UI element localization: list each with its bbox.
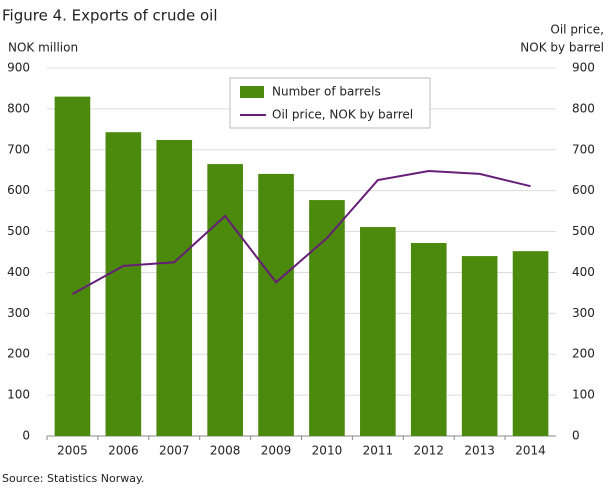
legend-label: Oil price, NOK by barrel	[272, 108, 413, 122]
y-axis-label: NOK million	[8, 41, 78, 55]
y-tick-label: 400	[7, 265, 30, 279]
y2-tick-label: 900	[572, 61, 595, 75]
y2-tick-label: 400	[572, 265, 595, 279]
legend-swatch	[240, 86, 264, 98]
bar	[54, 96, 91, 436]
chart-title: Figure 4. Exports of crude oil	[2, 7, 218, 25]
y-tick-label: 100	[7, 388, 30, 402]
y2-tick-label: 100	[572, 388, 595, 402]
bar	[461, 256, 498, 436]
y-tick-label: 700	[7, 142, 30, 156]
y2-tick-label: 200	[572, 347, 595, 361]
y2-tick-label: 500	[572, 224, 595, 238]
y2-tick-label: 0	[572, 429, 580, 443]
bar	[258, 173, 294, 436]
y2-tick-label: 300	[572, 306, 595, 320]
x-tick-label: 2011	[363, 444, 394, 458]
y2-axis-label: NOK by barrel	[520, 41, 604, 55]
x-tick-label: 2014	[515, 444, 546, 458]
y-tick-label: 500	[7, 224, 30, 238]
bar	[360, 227, 396, 436]
x-tick-label: 2013	[464, 444, 495, 458]
bar	[309, 200, 345, 436]
bar	[105, 132, 142, 436]
y2-axis-label: Oil price,	[550, 23, 604, 37]
y-tick-label: 800	[7, 101, 30, 115]
y-tick-label: 0	[22, 429, 30, 443]
x-tick-label: 2012	[413, 444, 444, 458]
y-tick-label: 600	[7, 183, 30, 197]
line	[71, 170, 531, 295]
x-tick-label: 2009	[261, 444, 292, 458]
x-tick-label: 2008	[210, 444, 241, 458]
bar	[512, 251, 549, 436]
bar	[156, 139, 193, 436]
x-tick-label: 2007	[159, 444, 190, 458]
x-tick-label: 2006	[108, 444, 139, 458]
source: Source: Statistics Norway.	[2, 472, 144, 485]
x-tick-label: 2005	[57, 444, 88, 458]
bar	[207, 164, 243, 437]
y2-tick-label: 600	[572, 183, 595, 197]
legend-label: Number of barrels	[272, 85, 381, 99]
y2-tick-label: 700	[572, 142, 595, 156]
x-tick-label: 2010	[312, 444, 343, 458]
bar	[410, 243, 447, 436]
y-tick-label: 300	[7, 306, 30, 320]
y-tick-label: 900	[7, 61, 30, 75]
y-tick-label: 200	[7, 347, 30, 361]
y2-tick-label: 800	[572, 101, 595, 115]
